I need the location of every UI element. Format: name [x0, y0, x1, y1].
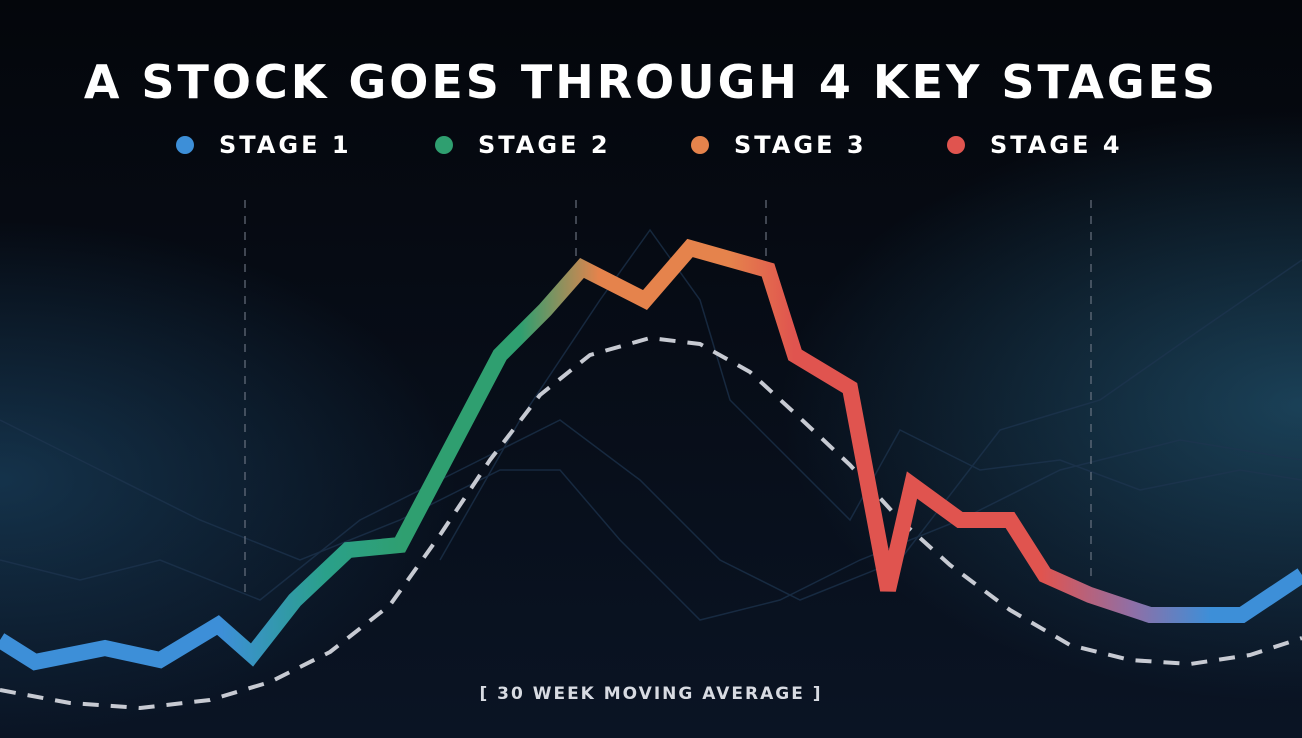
legend-dot	[435, 136, 453, 154]
title: A STOCK GOES THROUGH 4 KEY STAGES	[84, 55, 1218, 109]
annotation: [ 30 WEEK MOVING AVERAGE ]	[479, 684, 822, 704]
moving-average-line	[0, 336, 1302, 710]
legend-label: STAGE 2	[478, 131, 611, 159]
legend: STAGE 1 STAGE 2 STAGE 3 STAGE 4	[176, 131, 1123, 159]
price-line	[0, 238, 1302, 671]
legend-label: STAGE 4	[990, 131, 1123, 159]
legend-dot	[691, 136, 709, 154]
stage-dividers	[244, 200, 1092, 600]
legend-label: STAGE 3	[734, 131, 867, 159]
legend-label: STAGE 1	[219, 131, 352, 159]
legend-dot	[947, 136, 965, 154]
legend-dot	[176, 136, 194, 154]
